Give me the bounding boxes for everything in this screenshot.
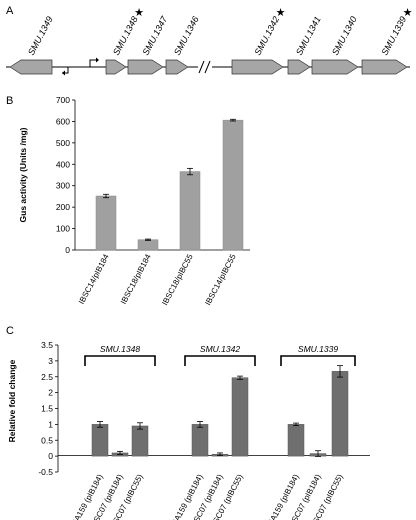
gene-label: SMU.1349 (26, 15, 55, 57)
group-label: SMU.1339 (298, 344, 338, 354)
gene-arrow (287, 59, 311, 75)
gene-label: SMU.1339 (379, 15, 408, 57)
group-bracket (280, 355, 356, 366)
panel-a-letter: A (6, 5, 14, 17)
gene-arrow (231, 59, 284, 75)
chart-c: Relative fold change -0.5 0 0.5 1 1.5 2 2.5 3 3.… (7, 340, 370, 520)
y-tick-label: 400 (56, 159, 70, 169)
bar (137, 239, 159, 251)
y-tick-label: 1.5 (41, 404, 53, 414)
bar (95, 195, 117, 251)
gene-arrow (105, 59, 127, 75)
gene-label: SMU.1347 (140, 14, 169, 57)
gene-map: SMU.1349 SMU.1348★SMU.1347 SMU.1346 SMU.134… (6, 7, 413, 76)
y-tick-label: 500 (56, 138, 70, 148)
gene-arrow (127, 59, 164, 75)
bar (179, 171, 201, 251)
y-tick-label: 600 (56, 116, 70, 126)
x-tick-label: IBSC14/pIB184 (77, 252, 111, 305)
star-icon: ★ (276, 7, 286, 19)
sequence-break-icon (198, 60, 211, 74)
y-tick-label: 3.5 (41, 340, 53, 350)
star-icon: ★ (403, 7, 413, 19)
y-tick-label: 2 (48, 388, 53, 398)
y-tick-label: 0 (65, 245, 70, 255)
y-tick-label: 100 (56, 224, 70, 234)
gene-arrow (361, 59, 408, 75)
y-tick-label: 1 (48, 419, 53, 429)
chart-b-y-axis-title: Gus activity (Units /mg) (18, 127, 28, 222)
gene-label: SMU.1341 (294, 15, 323, 57)
y-tick-label: 0.5 (41, 435, 53, 445)
gene-label: SMU.1346 (172, 15, 201, 57)
group-bracket (184, 355, 256, 366)
promoter-reverse-icon (62, 67, 69, 76)
y-tick-label: 200 (56, 202, 70, 212)
bar (131, 425, 149, 457)
bar (331, 371, 349, 457)
y-tick-label: 0 (48, 451, 53, 461)
y-tick-label: 700 (56, 95, 70, 105)
bar (91, 424, 109, 457)
y-tick-label: -0.5 (38, 467, 53, 477)
x-tick-label: IBSC18/pIB184 (119, 252, 153, 305)
chart-c-y-axis-title: Relative fold change (7, 359, 17, 442)
gene-arrow (165, 59, 189, 75)
group-bracket (84, 355, 156, 366)
y-tick-label: 3 (48, 356, 53, 366)
y-tick-label: 300 (56, 181, 70, 191)
bar (231, 377, 249, 457)
chart-b: Gus activity (Units /mg) 0 100 200 300 400 50… (18, 95, 250, 307)
group-label: SMU.1348 (100, 344, 140, 354)
panel-b-letter: B (6, 95, 13, 107)
gene-label: SMU.1340 (330, 15, 359, 57)
gene-label: SMU.1348 (111, 15, 140, 57)
star-icon: ★ (134, 7, 144, 19)
bar (287, 424, 305, 457)
bar (222, 119, 244, 251)
x-tick-label: IBSC14/pIBC55 (203, 252, 238, 307)
gene-arrow (9, 59, 53, 75)
bar (191, 424, 209, 457)
gene-label: SMU.1342 (252, 15, 281, 57)
gene-arrow (311, 59, 359, 75)
group-label: SMU.1342 (200, 344, 240, 354)
promoter-forward-icon (89, 57, 99, 67)
y-tick-label: 2.5 (41, 372, 53, 382)
x-tick-label: IBSC18/pIBC55 (160, 252, 195, 307)
panel-c-letter: C (6, 325, 14, 337)
